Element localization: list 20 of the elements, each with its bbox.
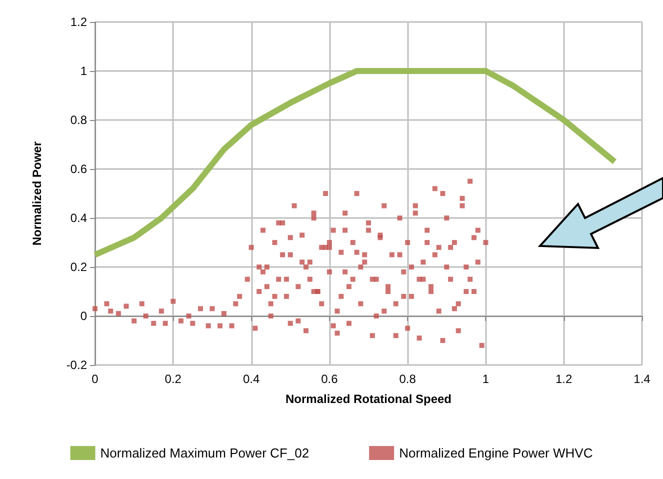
y-tick-label: -0.2: [66, 358, 88, 372]
x-tick-label: 0.4: [242, 372, 260, 386]
y-tick-label: 0: [80, 309, 88, 323]
x-tick-label: 1: [482, 372, 490, 386]
y-tick-label: 0.2: [70, 260, 88, 274]
x-axis-title: Normalized Rotational Speed: [285, 392, 452, 406]
x-tick-label: 1.4: [634, 372, 651, 386]
x-tick-label: 0: [92, 372, 99, 386]
y-tick-label: 0.6: [70, 162, 88, 176]
x-tick-label: 0.8: [399, 372, 416, 386]
y-tick-label: 1: [80, 64, 88, 78]
y-tick-label: 0.8: [70, 113, 88, 127]
x-tick-label: 0.2: [164, 372, 182, 386]
y-axis-title: Normalized Power: [30, 141, 44, 246]
legend-label: Normalized Engine Power WHVC: [399, 446, 593, 460]
x-tick-label: 1.2: [556, 372, 573, 386]
y-tick-label: 1.2: [70, 15, 88, 29]
y-tick-label: 0.4: [70, 211, 88, 225]
legend-label: Normalized Maximum Power CF_02: [100, 446, 310, 460]
x-tick-label: 0.6: [321, 372, 338, 386]
